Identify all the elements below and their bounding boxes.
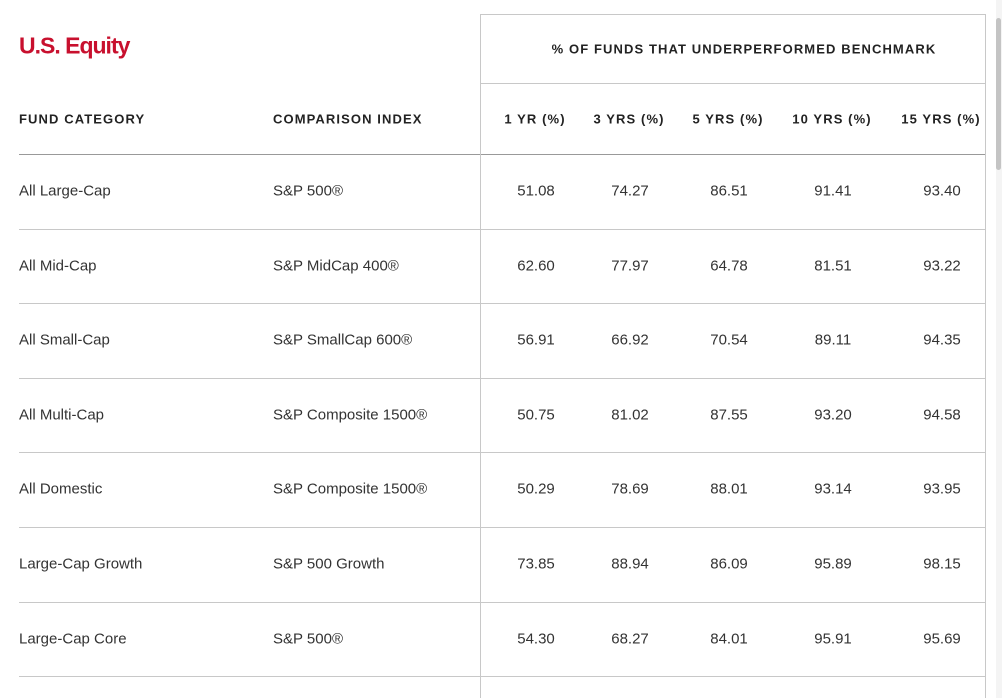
border [480,83,986,84]
percent-cell: 84.01 [710,630,748,648]
header-rule [19,154,986,155]
percent-cell: 95.69 [923,630,961,648]
fund-category: Large-Cap Growth [19,555,143,573]
fund-category: Large-Cap Core [19,630,127,648]
percent-cell: 51.08 [517,182,555,200]
comparison-index: S&P 500® [273,182,343,200]
column-header: COMPARISON INDEX [273,111,423,127]
table-title: U.S. Equity [19,32,130,59]
percent-cell: 54.30 [517,630,555,648]
percent-cell: 94.35 [923,331,961,349]
percent-cell: 93.14 [814,480,852,498]
percent-cell: 74.27 [611,182,649,200]
scrollbar[interactable] [996,0,1002,698]
percent-cell: 93.95 [923,480,961,498]
percent-cell: 62.60 [517,257,555,275]
row-divider [19,378,986,379]
border [480,14,481,698]
percent-cell: 73.85 [517,555,555,573]
border [480,14,986,15]
percent-cell: 93.20 [814,406,852,424]
row-divider [19,303,986,304]
percent-cell: 91.41 [814,182,852,200]
percent-cell: 64.78 [710,257,748,275]
row-divider [19,602,986,603]
column-header: 3 YRS (%) [593,111,665,127]
group-header: % OF FUNDS THAT UNDERPERFORMED BENCHMARK [551,41,937,57]
scrollbar-thumb[interactable] [996,18,1001,170]
column-header: FUND CATEGORY [19,111,146,127]
column-header: 10 YRS (%) [792,111,872,127]
row-divider [19,229,986,230]
percent-cell: 98.15 [923,555,961,573]
percent-cell: 88.01 [710,480,748,498]
column-header: 5 YRS (%) [692,111,764,127]
percent-cell: 66.92 [611,331,649,349]
fund-category: All Domestic [19,480,103,498]
percent-cell: 86.51 [710,182,748,200]
comparison-index: S&P Composite 1500® [273,480,428,498]
percent-cell: 95.89 [814,555,852,573]
percent-cell: 81.02 [611,406,649,424]
row-divider [19,452,986,453]
comparison-index: S&P 500® [273,630,343,648]
percent-cell: 81.51 [814,257,852,275]
column-header: 1 YR (%) [504,111,566,127]
comparison-index: S&P SmallCap 600® [273,331,413,349]
border [985,14,986,698]
percent-cell: 86.09 [710,555,748,573]
percent-cell: 89.11 [814,331,852,349]
fund-category: All Multi-Cap [19,406,105,424]
percent-cell: 95.91 [814,630,852,648]
comparison-index: S&P 500 Growth [273,555,385,573]
percent-cell: 88.94 [611,555,649,573]
percent-cell: 50.75 [517,406,555,424]
row-divider [19,527,986,528]
percent-cell: 50.29 [517,480,555,498]
comparison-index: S&P MidCap 400® [273,257,399,275]
percent-cell: 93.22 [923,257,961,275]
percent-cell: 77.97 [611,257,649,275]
percent-cell: 68.27 [611,630,649,648]
row-divider [19,676,986,677]
percent-cell: 56.91 [517,331,555,349]
percent-cell: 87.55 [710,406,748,424]
column-header: 15 YRS (%) [901,111,981,127]
percent-cell: 70.54 [710,331,748,349]
percent-cell: 78.69 [611,480,649,498]
fund-category: All Small-Cap [19,331,110,349]
fund-category: All Large-Cap [19,182,111,200]
fund-category: All Mid-Cap [19,257,97,275]
percent-cell: 93.40 [923,182,961,200]
comparison-index: S&P Composite 1500® [273,406,428,424]
percent-cell: 94.58 [923,406,961,424]
